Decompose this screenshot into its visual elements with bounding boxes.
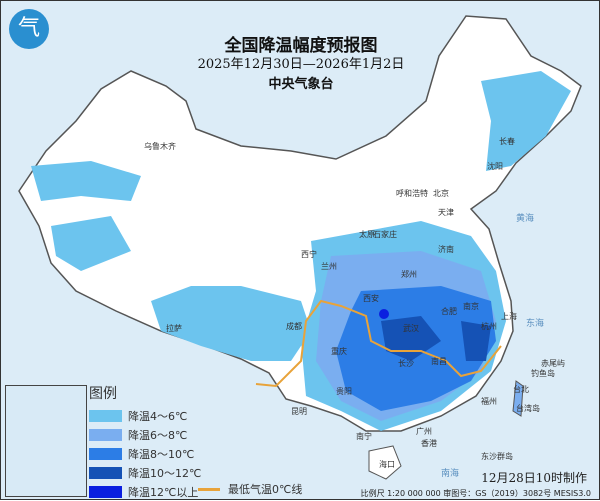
city-label: 太原: [359, 230, 375, 239]
city-label: 成都: [286, 322, 302, 331]
legend-swatch: [89, 466, 122, 479]
taiwan-island: [512, 380, 524, 417]
scale-note: 比例尺 1:20 000 000 审图号：GS（2019）3082号 MESIS…: [360, 489, 591, 498]
legend-swatch: [89, 409, 122, 422]
zero-degree-line: [255, 299, 502, 388]
map-title: 全国降温幅度预报图: [224, 36, 378, 56]
city-label: 贵阳: [336, 387, 352, 396]
legend-item: 降温6～8℃: [89, 425, 201, 444]
city-label: 福州: [481, 397, 497, 406]
city-label: 石家庄: [373, 230, 397, 239]
city-label: 昆明: [291, 407, 307, 416]
city-label: 北京: [433, 189, 449, 198]
cooling-4-6-north: [31, 161, 141, 271]
south-china-sea-inset: [5, 385, 87, 497]
city-label: 台湾岛: [516, 404, 540, 413]
city-label: 西宁: [301, 250, 317, 259]
cooling-4-6-west: [151, 286, 311, 361]
map-agency: 中央气象台: [268, 77, 334, 92]
city-label: 天津: [438, 208, 454, 217]
issue-time: 12月28日10时制作: [481, 471, 587, 485]
cooling-4-6-northeast: [481, 71, 571, 171]
city-label: 钓鱼岛: [531, 369, 555, 378]
city-label: 乌鲁木齐: [144, 142, 176, 151]
city-label: 郑州: [401, 270, 417, 279]
map-date-range: 2025年12月30日—2026年1月2日: [197, 57, 405, 72]
city-label: 杭州: [481, 322, 497, 331]
legend-item: 降温12℃以上: [89, 482, 201, 501]
cooling-12-plus: [379, 309, 389, 319]
legend-label: 降温8～10℃: [128, 447, 195, 461]
cooling-10-12: [381, 316, 491, 361]
city-label: 赤尾屿: [541, 359, 565, 368]
city-label: 济南: [438, 245, 454, 254]
city-label: 东沙群岛: [481, 452, 513, 461]
legend-title: 图例: [89, 386, 117, 402]
city-label: 台北: [513, 385, 529, 394]
zero-line-label: 最低气温0℃线: [228, 483, 303, 496]
sea-label: 东海: [526, 319, 545, 329]
city-label: 呼和浩特: [396, 189, 428, 198]
city-label: 南昌: [431, 357, 447, 366]
city-label: 海口: [379, 460, 395, 469]
city-label: 兰州: [321, 262, 337, 271]
city-label: 南宁: [356, 432, 372, 441]
legend-label: 降温6～8℃: [128, 428, 188, 442]
legend-item: 降温4～6℃: [89, 406, 201, 425]
legend-zero-line: 最低气温0℃线: [198, 481, 302, 497]
legend-label: 降温4～6℃: [128, 409, 188, 423]
city-label: 长春: [499, 137, 515, 146]
legend-swatch: [89, 485, 122, 498]
city-label: 长沙: [398, 359, 414, 368]
city-label: 南京: [463, 302, 479, 311]
legend-item: 降温8～10℃: [89, 444, 201, 463]
city-label: 广州: [416, 427, 432, 436]
legend-label: 降温10～12℃: [128, 466, 202, 480]
legend-item: 降温10～12℃: [89, 463, 201, 482]
city-label: 武汉: [403, 324, 419, 333]
city-label: 重庆: [331, 347, 347, 356]
city-label: 沈阳: [487, 162, 503, 171]
legend-swatch: [89, 428, 122, 441]
legend: 图例 降温4～6℃ 降温6～8℃ 降温8～10℃ 降温10～12℃ 降温12℃以上: [89, 383, 201, 501]
city-label: 西安: [363, 294, 379, 303]
hainan-island: [368, 445, 402, 480]
city-label: 上海: [501, 312, 517, 321]
city-label: 拉萨: [166, 324, 182, 333]
zero-line-swatch: [198, 487, 220, 491]
cma-logo: 气: [9, 9, 49, 49]
city-label: 合肥: [441, 307, 457, 316]
city-label: 香港: [421, 439, 437, 448]
sea-label: 黄海: [516, 214, 535, 224]
legend-swatch: [89, 447, 122, 460]
legend-label: 降温12℃以上: [128, 485, 199, 499]
sea-label: 南海: [441, 469, 460, 479]
